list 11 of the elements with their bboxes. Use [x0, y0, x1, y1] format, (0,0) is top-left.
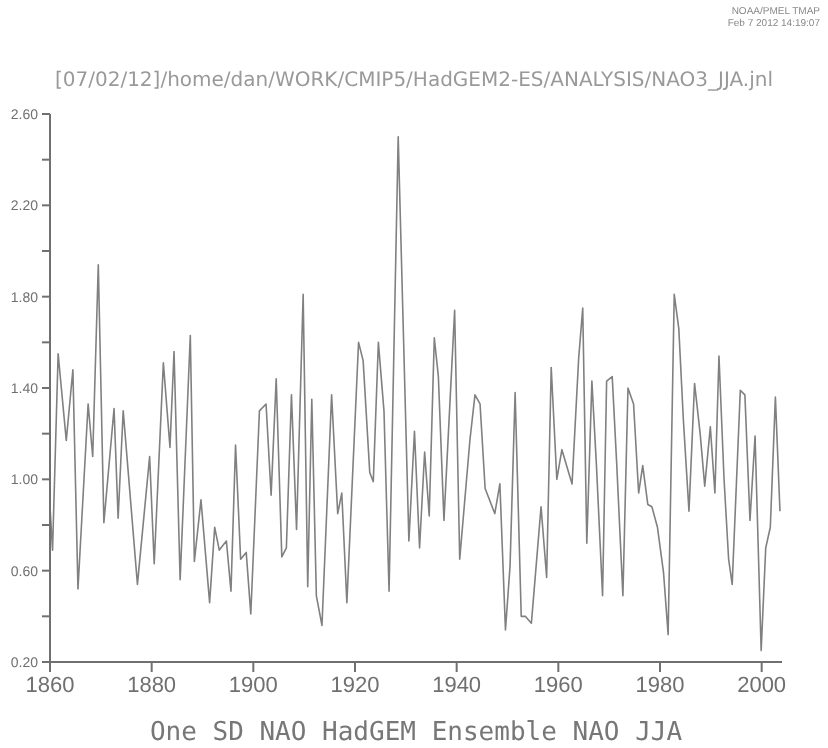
x-tick-label: 1960: [533, 673, 583, 698]
x-tick-label: 1880: [127, 673, 177, 698]
x-tick-label: 2000: [737, 673, 787, 698]
x-tick-label: 1860: [25, 673, 75, 698]
x-axis-title: One SD NAO HadGEM Ensemble NAO JJA: [149, 718, 683, 748]
chart-title: [07/02/12]/home/dan/WORK/CMIP5/HadGEM2-ES/ANALYSIS/NAO3_JJA.jnl: [52, 70, 775, 92]
x-tick-label: 1920: [330, 673, 380, 698]
x-tick-label: 1900: [228, 673, 278, 698]
x-tick-label: 1980: [635, 673, 685, 698]
line-series: [50, 136, 781, 652]
x-tick-label: 1940: [432, 673, 482, 698]
